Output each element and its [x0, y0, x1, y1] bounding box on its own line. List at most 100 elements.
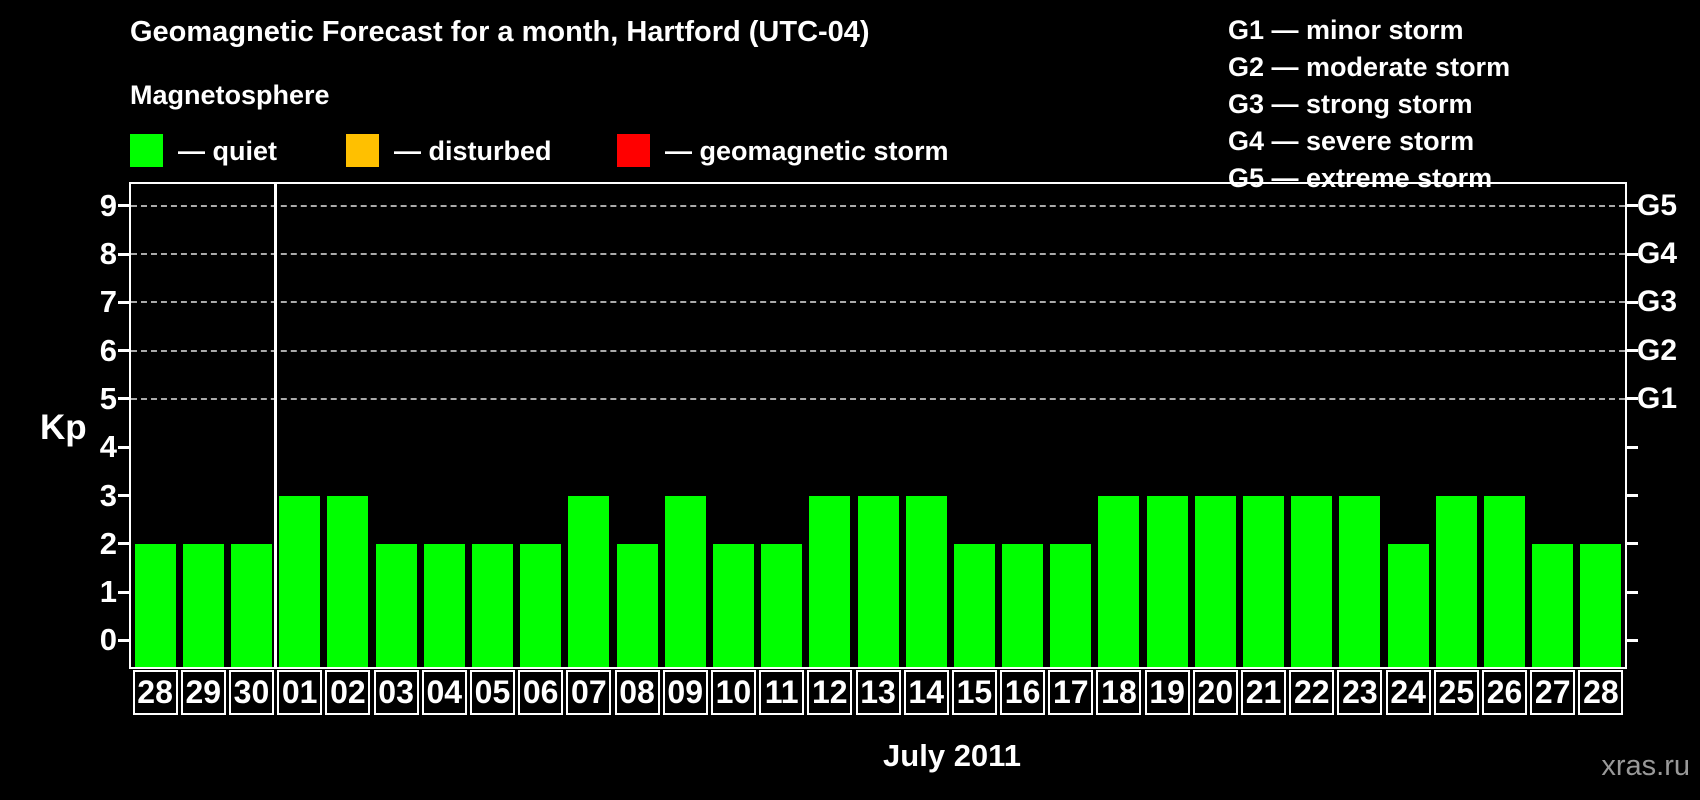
- bar: [857, 495, 899, 667]
- x-tick-label: 16: [1000, 670, 1046, 715]
- x-tick-label: 07: [566, 670, 612, 715]
- y-tick-label: 7: [99, 284, 117, 320]
- y-axis-tick: [118, 204, 129, 208]
- y-axis-tick-right: [1627, 252, 1638, 256]
- x-tick-label: 12: [807, 670, 853, 715]
- legend-label-quiet: — quiet: [178, 136, 277, 166]
- legend-label-storm: — geomagnetic storm: [665, 136, 949, 166]
- x-tick-label: 09: [662, 670, 708, 715]
- bar: [1098, 495, 1140, 667]
- y-tick-label: 6: [99, 332, 117, 368]
- y-axis-tick-right: [1627, 349, 1638, 353]
- x-tick-label: 10: [710, 670, 756, 715]
- x-tick-label: 04: [421, 670, 467, 715]
- x-tick-label: 11: [759, 670, 805, 715]
- y-axis-tick: [118, 349, 129, 353]
- g-scale-label: G4: [1637, 237, 1678, 271]
- quiet-swatch-icon: [130, 134, 163, 167]
- x-tick-label: 24: [1385, 670, 1431, 715]
- watermark: xras.ru: [1601, 750, 1690, 782]
- bar: [279, 495, 321, 667]
- bar: [953, 543, 995, 667]
- x-tick-label: 20: [1192, 670, 1238, 715]
- storm-scale-item-g1: G1 — minor storm: [1228, 15, 1464, 45]
- y-axis-tick-right: [1627, 300, 1638, 304]
- bar: [520, 543, 562, 667]
- x-tick-label: 05: [469, 670, 515, 715]
- bar: [471, 543, 513, 667]
- y-axis-tick-right: [1627, 542, 1638, 546]
- bar: [712, 543, 754, 667]
- y-axis-tick: [118, 397, 129, 401]
- storm-scale-item-g3: G3 — strong storm: [1228, 89, 1473, 119]
- x-tick-label: 29: [180, 670, 226, 715]
- y-axis-title: Kp: [40, 408, 87, 447]
- bar: [1532, 543, 1574, 667]
- gridline: [131, 301, 1625, 304]
- x-tick-label: 26: [1482, 670, 1528, 715]
- y-tick-label: 0: [99, 622, 117, 658]
- y-axis-tick-right: [1627, 445, 1638, 449]
- x-tick-label: 02: [325, 670, 371, 715]
- bar: [423, 543, 465, 667]
- x-tick-label: 17: [1048, 670, 1094, 715]
- bar: [134, 543, 176, 667]
- bar: [568, 495, 610, 667]
- y-axis-tick-right: [1627, 204, 1638, 208]
- y-axis-tick: [118, 494, 129, 498]
- bar: [1050, 543, 1092, 667]
- storm-scale-item-g5: G5 — extreme storm: [1228, 163, 1493, 193]
- bar: [230, 543, 272, 667]
- y-axis-tick-right: [1627, 494, 1638, 498]
- bar: [1580, 543, 1622, 667]
- legend-item-disturbed: — disturbed: [346, 134, 606, 167]
- y-tick-label: 9: [99, 187, 117, 223]
- legend-heading: Magnetosphere: [130, 80, 330, 110]
- x-axis-labels-row: 28 29 30 01 02 03 04 05 06 07 08 09 10 11 12 13 14 15 16 17…: [131, 670, 1625, 715]
- bar: [1291, 495, 1333, 667]
- y-axis-tick-right: [1627, 638, 1638, 642]
- storm-scale-item-g2: G2 — moderate storm: [1228, 52, 1511, 82]
- g-scale-label: G3: [1637, 285, 1678, 319]
- gridline: [131, 349, 1625, 352]
- x-tick-label: 01: [277, 670, 323, 715]
- legend-item-quiet: — quiet: [130, 134, 350, 167]
- y-axis-tick: [118, 252, 129, 256]
- x-axis-title: July 2011: [883, 738, 1021, 773]
- x-tick-label: 23: [1337, 670, 1383, 715]
- storm-scale-item-g4: G4 — severe storm: [1228, 126, 1475, 156]
- plot-area: 0 1 2 3 4 5 6 7 8 9 G5 G4 G3 G2 G1: [100, 182, 1677, 669]
- x-tick-label: 30: [228, 670, 274, 715]
- chart-title: Geomagnetic Forecast for a month, Hartfo…: [130, 16, 870, 48]
- x-tick-label: 14: [903, 670, 949, 715]
- y-axis-tick: [118, 638, 129, 642]
- x-tick-label: 18: [1096, 670, 1142, 715]
- bar: [1146, 495, 1188, 667]
- bar: [1194, 495, 1236, 667]
- y-axis-tick-right: [1627, 590, 1638, 594]
- x-tick-label: 21: [1241, 670, 1287, 715]
- g-scale-label: G5: [1637, 188, 1678, 222]
- y-axis-tick-right: [1627, 397, 1638, 401]
- x-tick-label: 06: [518, 670, 564, 715]
- bar: [1002, 543, 1044, 667]
- bar: [327, 495, 369, 667]
- x-tick-label: 13: [855, 670, 901, 715]
- bar: [809, 495, 851, 667]
- bar: [905, 495, 947, 667]
- y-axis-tick: [118, 542, 129, 546]
- y-tick-label: 4: [99, 429, 117, 465]
- y-tick-label: 5: [99, 380, 117, 416]
- bar: [375, 543, 417, 667]
- x-tick-label: 27: [1530, 670, 1576, 715]
- bar: [1484, 495, 1526, 667]
- x-tick-label: 19: [1144, 670, 1190, 715]
- y-tick-label: 1: [99, 574, 117, 610]
- x-tick-label: 22: [1289, 670, 1335, 715]
- bar: [664, 495, 706, 667]
- g-scale-label: G1: [1637, 381, 1678, 415]
- month-separator-line: [274, 184, 278, 667]
- gridline: [131, 253, 1625, 256]
- bar: [761, 543, 803, 667]
- y-tick-label: 2: [99, 525, 117, 561]
